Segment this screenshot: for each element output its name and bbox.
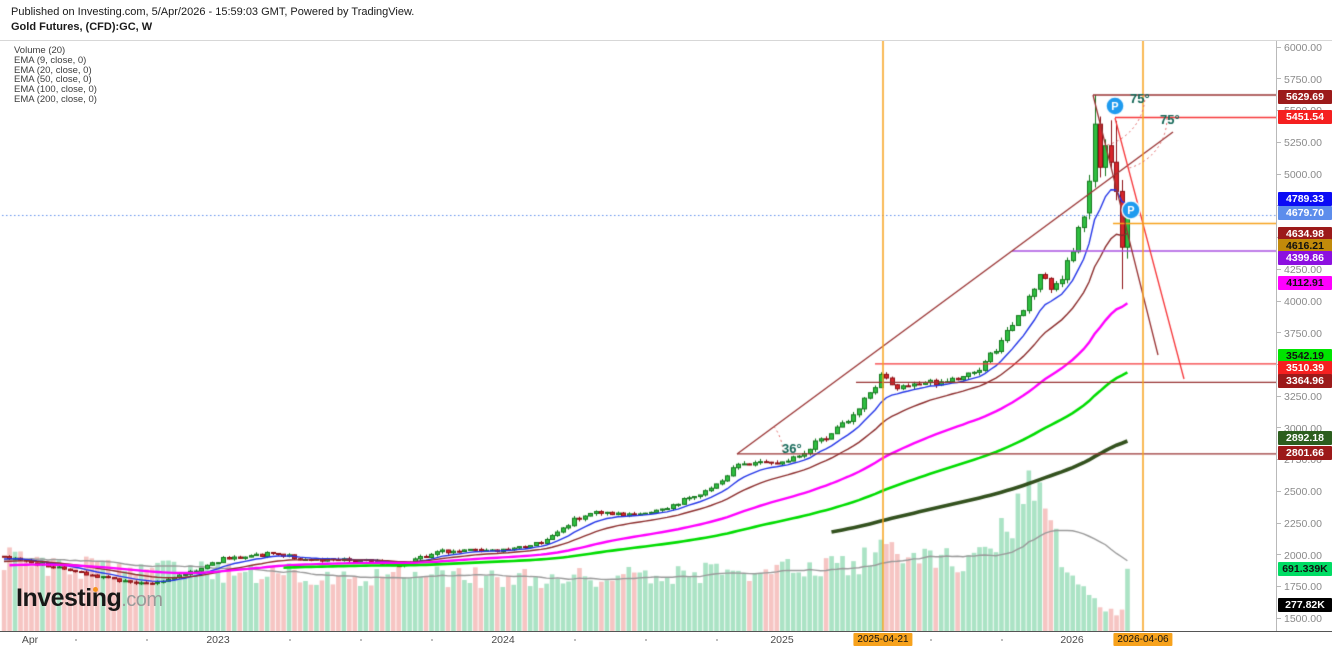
price-badge: 3364.96 bbox=[1278, 374, 1332, 388]
axis-tick-label: 2500.00 bbox=[1277, 486, 1332, 498]
axis-tick-label: 6000.00 bbox=[1277, 42, 1332, 54]
axis-tick-label: 3250.00 bbox=[1277, 391, 1332, 403]
time-axis-label: 2025 bbox=[770, 634, 794, 646]
time-axis-dot bbox=[574, 639, 576, 641]
price-badge: 4789.33 bbox=[1278, 192, 1332, 206]
tick-dash bbox=[1277, 490, 1281, 492]
watermark-domain: .com bbox=[121, 589, 163, 611]
price-badge: 4679.70 bbox=[1278, 206, 1332, 220]
price-badge: 5629.69 bbox=[1278, 90, 1332, 104]
price-badge: 691.339K bbox=[1278, 562, 1332, 576]
symbol-title: Gold Futures, (CFD):GC, W bbox=[11, 21, 153, 33]
price-badge: 3510.39 bbox=[1278, 361, 1332, 375]
time-axis-dot bbox=[146, 639, 148, 641]
investing-watermark: Investing.com bbox=[16, 584, 163, 613]
axis-tick-label: 4000.00 bbox=[1277, 296, 1332, 308]
time-axis[interactable]: Apr 2023 2024 2025 2026 2025-04-21 2026-04-06 bbox=[0, 631, 1332, 646]
price-badge: 3542.19 bbox=[1278, 349, 1332, 363]
price-badge: 5451.54 bbox=[1278, 110, 1332, 124]
price-badge: 277.82K bbox=[1278, 598, 1332, 612]
axis-tick-label: 1750.00 bbox=[1277, 581, 1332, 593]
legend-item: EMA (50, close, 0) bbox=[14, 74, 92, 86]
time-axis-dot bbox=[431, 639, 433, 641]
time-axis-label: 2026 bbox=[1060, 634, 1084, 646]
time-axis-dot bbox=[645, 639, 647, 641]
tick-dash bbox=[1277, 522, 1281, 524]
axis-tick-label: 1500.00 bbox=[1277, 613, 1332, 625]
indicator-legend: Volume (20) EMA (9, close, 0) EMA (20, clo… bbox=[14, 46, 97, 105]
time-axis-dot bbox=[360, 639, 362, 641]
time-axis-label: 2024 bbox=[491, 634, 515, 646]
tick-dash bbox=[1277, 78, 1281, 80]
price-badge: 2892.18 bbox=[1278, 431, 1332, 445]
legend-item: EMA (20, close, 0) bbox=[14, 64, 92, 76]
tick-dash bbox=[1277, 427, 1281, 429]
axis-tick-label: 5250.00 bbox=[1277, 137, 1332, 149]
legend-item: EMA (200, close, 0) bbox=[14, 93, 97, 105]
date-badge: 2026-04-06 bbox=[1113, 633, 1173, 646]
tick-dash bbox=[1277, 46, 1281, 48]
tick-dash bbox=[1277, 617, 1281, 619]
time-axis-dot bbox=[716, 639, 718, 641]
time-axis-label: 2023 bbox=[206, 634, 230, 646]
watermark-brand: Investing bbox=[16, 584, 122, 612]
legend-item: EMA (100, close, 0) bbox=[14, 84, 97, 96]
legend-item: Volume (20) bbox=[14, 45, 66, 56]
price-badge: 4634.98 bbox=[1278, 227, 1332, 241]
price-axis[interactable]: 6000.005750.005500.005250.005000.004750.… bbox=[1276, 41, 1332, 631]
time-axis-dot bbox=[930, 639, 932, 641]
price-badge: 4112.91 bbox=[1278, 276, 1332, 290]
tick-dash bbox=[1277, 395, 1281, 397]
axis-tick-label: 4250.00 bbox=[1277, 264, 1332, 276]
watermark-orange-dot-icon bbox=[93, 587, 98, 592]
time-axis-label: Apr bbox=[21, 634, 39, 646]
tick-dash bbox=[1277, 586, 1281, 588]
tick-dash bbox=[1277, 141, 1281, 143]
published-line: Published on Investing.com, 5/Apr/2026 -… bbox=[11, 6, 415, 18]
price-badge: 4616.21 bbox=[1278, 239, 1332, 253]
axis-tick-label: 3750.00 bbox=[1277, 328, 1332, 340]
tick-dash bbox=[1277, 173, 1281, 175]
axis-tick-label: 2250.00 bbox=[1277, 518, 1332, 530]
date-badge: 2025-04-21 bbox=[853, 633, 913, 646]
tick-dash bbox=[1277, 268, 1281, 270]
plot-top-border bbox=[0, 40, 1332, 41]
time-axis-dot bbox=[75, 639, 77, 641]
tick-dash bbox=[1277, 554, 1281, 556]
price-badge: 4399.86 bbox=[1278, 251, 1332, 265]
time-axis-dot bbox=[1001, 639, 1003, 641]
price-badge: 2801.66 bbox=[1278, 446, 1332, 460]
axis-tick-label: 2000.00 bbox=[1277, 550, 1332, 562]
legend-item: EMA (9, close, 0) bbox=[14, 54, 87, 66]
axis-tick-label: 5000.00 bbox=[1277, 169, 1332, 181]
time-axis-dot bbox=[289, 639, 291, 641]
tick-dash bbox=[1277, 300, 1281, 302]
tick-dash bbox=[1277, 332, 1281, 334]
axis-tick-label: 5750.00 bbox=[1277, 74, 1332, 86]
